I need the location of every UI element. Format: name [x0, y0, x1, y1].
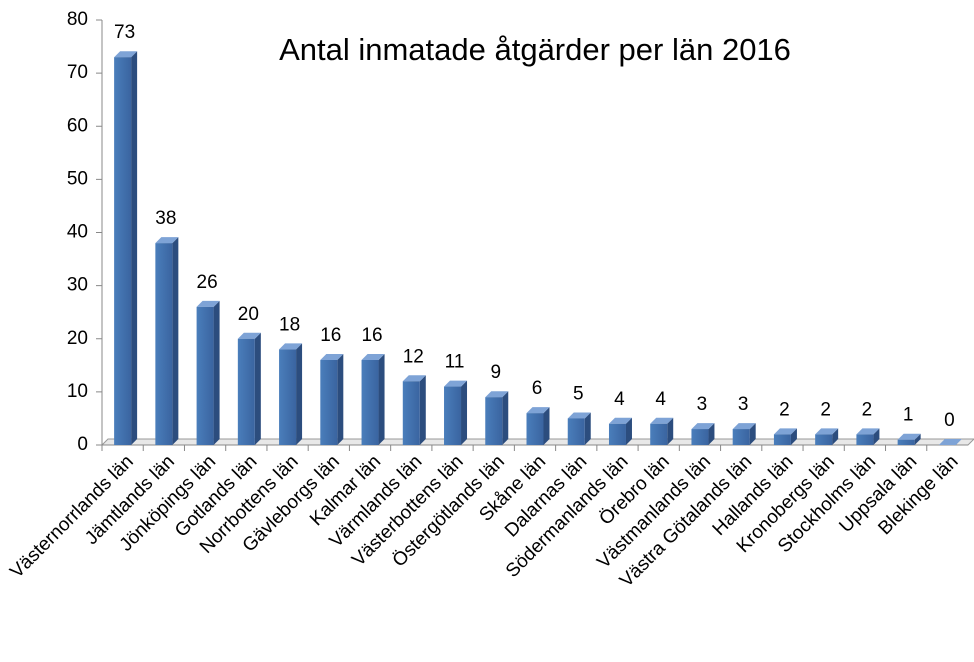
bar-top — [279, 343, 303, 350]
data-label: 12 — [403, 346, 424, 367]
data-label: 2 — [779, 399, 790, 420]
data-label: 11 — [445, 352, 465, 373]
bar-side — [254, 332, 261, 445]
bar — [361, 360, 379, 445]
bar-top — [485, 391, 509, 398]
data-label: 3 — [697, 394, 708, 415]
bar-top — [897, 433, 921, 440]
bar-side — [790, 428, 797, 445]
data-label: 26 — [197, 272, 218, 293]
bar-top — [361, 354, 385, 360]
bar — [567, 418, 585, 445]
bar-top — [567, 412, 591, 419]
bar-top — [196, 300, 220, 307]
bar — [196, 306, 214, 445]
bar-side — [749, 423, 756, 445]
bar — [320, 360, 338, 445]
y-tick-label: 0 — [77, 434, 88, 455]
data-label: 18 — [279, 314, 300, 335]
data-label: 9 — [490, 362, 501, 383]
bar — [773, 434, 791, 445]
bar-side — [584, 412, 591, 445]
bar — [691, 429, 709, 445]
bar-top — [856, 428, 880, 435]
data-label: 0 — [944, 410, 955, 431]
bar — [732, 429, 750, 445]
bar-top — [608, 417, 632, 424]
data-label: 6 — [532, 378, 543, 399]
data-label: 5 — [573, 383, 584, 404]
bar — [155, 243, 173, 445]
bar — [402, 381, 420, 445]
y-tick-label: 80 — [67, 9, 88, 30]
bar-side — [914, 433, 921, 445]
bar-side — [213, 300, 220, 445]
bar-top — [114, 51, 138, 58]
y-tick-label: 70 — [67, 62, 88, 83]
bar — [897, 439, 915, 445]
bar-side — [832, 428, 839, 445]
y-tick-label: 30 — [67, 275, 88, 296]
y-tick-label: 60 — [67, 115, 88, 136]
bar — [650, 423, 668, 445]
bar-side — [625, 417, 632, 445]
bar-side — [543, 407, 550, 445]
bar-side — [378, 354, 385, 445]
bar — [485, 397, 503, 445]
data-label: 38 — [155, 208, 176, 229]
bar-side — [502, 391, 509, 445]
bar — [608, 423, 626, 445]
bar-top — [237, 332, 261, 339]
bar-top — [650, 417, 674, 424]
data-label: 3 — [738, 394, 749, 415]
bar-top — [526, 407, 550, 414]
y-tick-label: 40 — [67, 222, 88, 243]
data-label: 16 — [361, 325, 382, 346]
bar — [815, 434, 833, 445]
data-label: 16 — [320, 325, 341, 346]
data-label: 20 — [238, 304, 259, 325]
y-tick-label: 50 — [67, 168, 88, 189]
y-tick-label: 10 — [67, 381, 88, 402]
y-tick-label: 20 — [67, 328, 88, 349]
bar — [526, 413, 544, 445]
data-label: 73 — [114, 22, 135, 43]
data-label: 2 — [820, 399, 831, 420]
bar-top — [402, 375, 426, 382]
bar-top — [815, 428, 839, 435]
bar — [279, 349, 297, 445]
bar — [237, 338, 255, 445]
bar-side — [873, 428, 880, 445]
bar-top — [732, 423, 756, 430]
bar-top — [155, 237, 179, 244]
data-label: 4 — [655, 389, 666, 410]
bar — [114, 57, 132, 445]
chart-title: Antal inmatade åtgärder per län 2016 — [279, 32, 791, 67]
bar-side — [296, 343, 303, 445]
bar-side — [337, 354, 344, 445]
bar-top — [444, 380, 468, 387]
bar-side — [131, 51, 138, 445]
data-label: 2 — [862, 399, 873, 420]
bar — [444, 386, 462, 445]
bar-top — [691, 423, 715, 430]
bar-side — [419, 375, 426, 445]
bar-side — [708, 423, 715, 445]
bar-side — [172, 237, 179, 445]
bar — [856, 434, 874, 445]
bar-side — [461, 380, 468, 445]
data-label: 1 — [903, 405, 914, 426]
bar-top — [320, 354, 344, 360]
bar-side — [667, 417, 674, 445]
data-label: 4 — [614, 389, 625, 410]
bar-top — [773, 428, 797, 435]
bar-top — [938, 439, 962, 445]
